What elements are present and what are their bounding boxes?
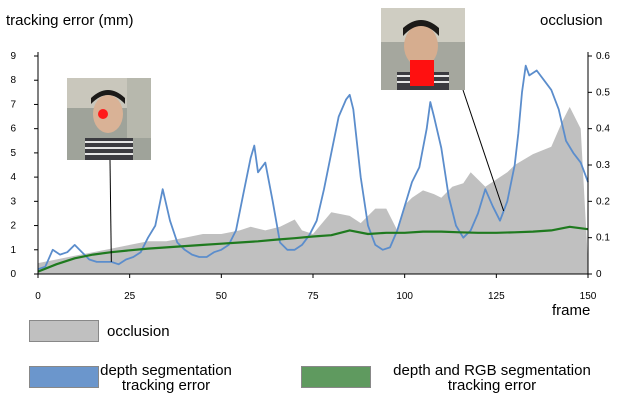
face-thumbnail-image [67,78,151,160]
x-tick-label: 100 [396,291,413,302]
right-tick-label: 0.5 [596,87,610,98]
left-tick-label: 7 [10,99,16,110]
legend-swatch-occlusion [29,320,99,342]
legend-label-depth-line1: depth segmentation [100,362,232,379]
legend-label-depth: depth segmentation tracking error [96,363,236,393]
face-thumbnail-frame-127 [381,8,465,90]
error-lines-layer [37,64,589,273]
right-tick-label: 0.1 [596,233,610,244]
x-axis-title: frame [552,302,591,319]
axes-layer: 0 1 2 3 4 5 6 7 8 9 0 0.1 0.2 0.3 0.4 0.5 0.6 0 25 50 75 100 1… [10,51,610,302]
left-tick-label: 8 [10,75,16,86]
x-tick-label: 75 [307,291,319,302]
x-tick-label: 0 [35,291,41,302]
series-line-depth-and-rgb-segmentation-tracking-error [37,225,589,273]
legend-label-occlusion: occlusion [107,323,170,340]
legend-label-depth-rgb-line1: depth and RGB segmentation [393,362,591,379]
left-tick-label: 6 [10,124,16,135]
callout-line-frame-20 [109,159,112,262]
left-tick-label: 9 [10,51,16,62]
callout-lines-layer [109,89,505,262]
legend-swatch-depth-rgb [301,366,371,388]
callout-line-frame-127 [462,89,505,212]
left-tick-label: 2 [10,221,16,232]
legend-label-depth-rgb: depth and RGB segmentation tracking erro… [372,363,612,393]
right-tick-label: 0.3 [596,160,610,171]
left-tick-label: 5 [10,148,16,159]
x-tick-label: 25 [124,291,136,302]
left-tick-label: 3 [10,196,16,207]
right-tick-label: 0.2 [596,196,610,207]
left-tick-label: 0 [10,269,16,280]
x-tick-label: 125 [488,291,505,302]
legend-label-depth-line2: tracking error [121,377,211,394]
left-tick-label: 1 [10,245,16,256]
face-thumbnail-frame-20 [67,78,151,160]
right-tick-label: 0 [596,269,602,280]
left-axis-title: tracking error (mm) [6,12,134,29]
right-tick-label: 0.4 [596,124,610,135]
right-axis-title: occlusion [540,12,603,29]
series-line-depth-segmentation-tracking-error [37,64,589,271]
left-tick-label: 4 [10,172,16,183]
face-thumbnail-image [381,8,465,90]
x-tick-label: 150 [580,291,597,302]
legend-label-depth-rgb-line2: tracking error [447,377,537,394]
x-tick-label: 50 [216,291,228,302]
right-tick-label: 0.6 [596,51,610,62]
legend-swatch-depth [29,366,99,388]
